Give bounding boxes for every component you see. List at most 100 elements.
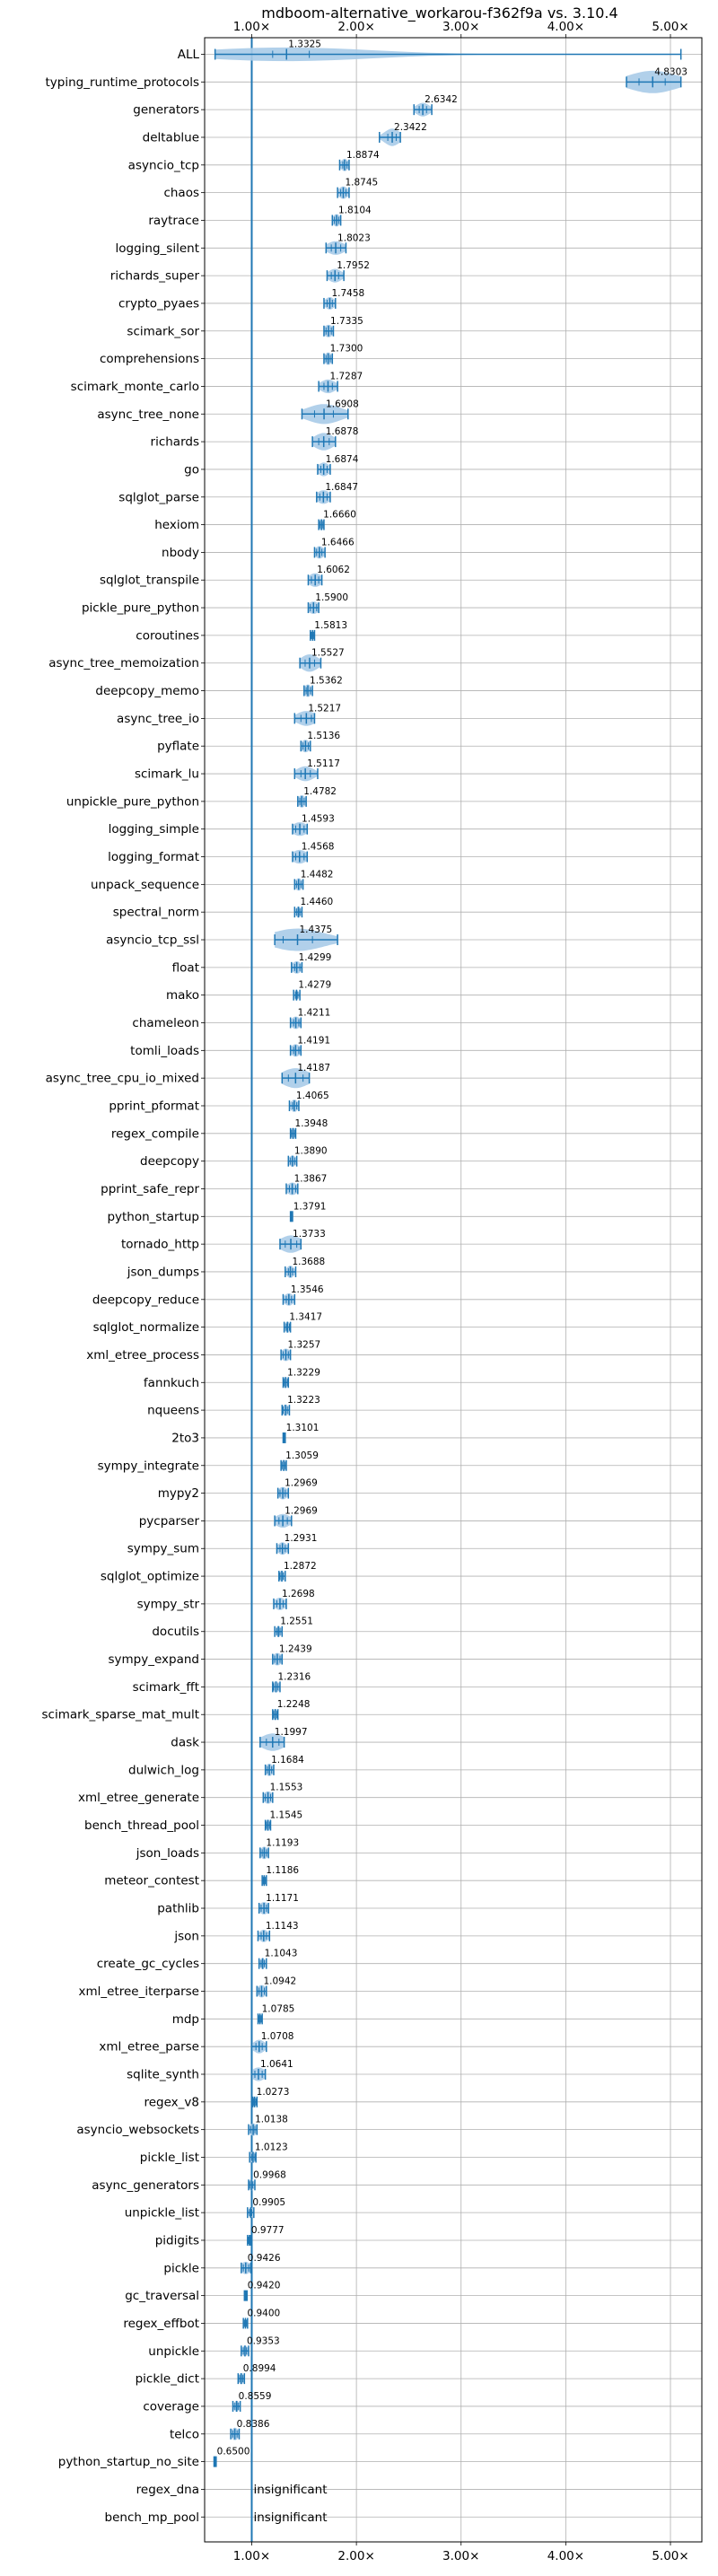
violin-async_tree_io [293, 711, 316, 726]
violin-chaos [337, 186, 350, 199]
value-label: 1.2551 [280, 1617, 313, 1627]
violin-async_tree_memoization [299, 654, 322, 672]
value-label: 1.8023 [337, 232, 371, 243]
benchmark-label: regex_effbot [123, 2317, 199, 2331]
x-tick-label-top: 1.00× [233, 20, 270, 34]
benchmark-label: regex_v8 [144, 2095, 199, 2109]
benchmark-label: telco [170, 2427, 199, 2441]
value-label: 1.5136 [307, 731, 340, 741]
benchmark-label: richards_super [110, 269, 200, 284]
violin-gc_traversal [243, 2290, 248, 2301]
benchmark-label: sympy_sum [127, 1542, 199, 1556]
benchmark-label: xml_etree_parse [99, 2040, 199, 2055]
value-label: 1.2248 [277, 1699, 311, 1710]
violin-unpickle [241, 2345, 250, 2357]
x-tick-label-bottom: 2.00× [337, 2549, 374, 2563]
benchmark-label: fannkuch [144, 1376, 199, 1390]
benchmark-label: xml_etree_generate [78, 1791, 199, 1805]
violin-pycparser [274, 1513, 293, 1528]
value-label: 0.9400 [247, 2308, 280, 2318]
violin-asyncio_websockets [248, 2123, 258, 2136]
violin-dask [259, 1733, 285, 1751]
chart-title: mdboom-alternative_workarou-f362f9a vs. … [261, 4, 617, 22]
benchmark-label: logging_format [108, 850, 199, 864]
benchmark-label: async_tree_cpu_io_mixed [46, 1072, 199, 1086]
benchmark-label: deepcopy_memo [95, 684, 199, 698]
violin-sympy_sum [276, 1542, 290, 1555]
value-label: 1.6062 [317, 565, 350, 575]
benchmark-label: asyncio_tcp_ssl [106, 933, 199, 948]
x-axis: 1.00× 1.00× 2.00× 2.00× 3.00× 3.00× 4.00× 4.00×… [233, 20, 689, 2563]
benchmark-label: crypto_pyaes [118, 296, 199, 311]
benchmark-label: unpickle_pure_python [66, 794, 199, 809]
violin-chameleon [289, 1016, 302, 1030]
violin-crypto_pyaes [323, 297, 337, 310]
value-label: 0.9777 [251, 2225, 285, 2236]
value-label: 1.3688 [292, 1257, 325, 1267]
violin-nqueens [281, 1404, 291, 1416]
benchmark-label: async_tree_io [117, 712, 199, 726]
violin-deepcopy [287, 1155, 298, 1167]
value-label: 1.0273 [257, 2087, 290, 2098]
violin-xml_etree_generate [262, 1791, 274, 1804]
benchmark-label: 2to3 [171, 1431, 199, 1445]
benchmark-label: richards [151, 435, 199, 450]
benchmark-label: regex_dna [136, 2483, 199, 2497]
violin-dulwich_log [264, 1763, 275, 1776]
violin-nbody [313, 546, 326, 559]
value-label: 1.7952 [337, 260, 370, 271]
value-label: 1.4299 [299, 952, 332, 963]
benchmark-label: pprint_safe_repr [101, 1182, 199, 1196]
benchmark-label: docutils [152, 1625, 199, 1639]
violin-richards_super [326, 268, 345, 283]
violin-python_startup_no_site [213, 2456, 217, 2467]
benchmark-label: xml_etree_iterparse [79, 1985, 200, 1999]
value-label: 1.3223 [287, 1395, 320, 1406]
value-label: 1.4065 [296, 1091, 329, 1101]
violin-docutils [274, 1625, 284, 1637]
violin-deepcopy_memo [303, 684, 313, 697]
violin-async_generators [248, 2179, 256, 2191]
value-label: 1.4279 [298, 980, 331, 991]
value-label: 0.9905 [252, 2197, 285, 2208]
benchmark-label: nqueens [147, 1404, 199, 1418]
value-label: 1.5527 [311, 648, 345, 659]
violin-mdp [257, 2013, 263, 2025]
value-label: 4.8303 [654, 66, 687, 77]
violin-generators [413, 102, 433, 117]
violin-create_gc_cycles [258, 1958, 267, 1969]
x-tick-label-bottom: 1.00× [233, 2549, 270, 2563]
benchmark-label: deepcopy [140, 1154, 199, 1169]
x-tick-label-top: 2.00× [337, 20, 374, 34]
benchmark-label: json_dumps [127, 1265, 199, 1279]
benchmark-label: scimark_fft [133, 1680, 199, 1695]
value-label: 1.3733 [293, 1229, 326, 1240]
value-label: 0.8994 [243, 2363, 276, 2374]
value-label: 1.2698 [282, 1589, 315, 1599]
value-label: 1.4187 [297, 1063, 330, 1073]
benchmark-label: sympy_str [137, 1597, 200, 1611]
benchmark-label: float [172, 960, 199, 975]
value-label: 1.4482 [301, 869, 334, 880]
value-label: 1.5117 [307, 758, 340, 769]
value-label: 1.2872 [284, 1561, 317, 1572]
value-label: 1.7287 [329, 371, 363, 381]
violin-unpack_sequence [293, 878, 304, 891]
value-label: 1.0138 [255, 2115, 288, 2125]
benchmark-label: scimark_monte_carlo [71, 380, 199, 394]
value-label: 1.8745 [345, 178, 378, 188]
benchmark-label: deltablue [143, 130, 199, 145]
value-label: 1.1545 [270, 1810, 303, 1821]
value-label: 1.3546 [291, 1284, 324, 1295]
benchmark-label: sqlite_synth [127, 2067, 199, 2081]
violin-pprint_pformat [288, 1100, 300, 1112]
value-label: 1.4191 [297, 1035, 330, 1046]
violin-regex_compile [289, 1127, 297, 1140]
benchmark-label: mako [166, 988, 199, 1003]
x-tick-label-top: 3.00× [442, 20, 479, 34]
insignificant-label: insignificant [253, 2483, 327, 2497]
benchmark-label: logging_simple [109, 822, 199, 837]
benchmark-label: pathlib [157, 1902, 199, 1916]
benchmark-label: json [173, 1929, 199, 1943]
